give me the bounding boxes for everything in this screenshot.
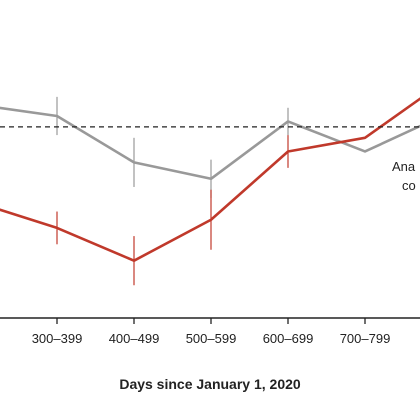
x-axis-title: Days since January 1, 2020 [119,376,301,392]
series-line-1 [0,97,420,262]
annotation-line-1: Ana [392,159,416,174]
series-layer [0,96,420,286]
x-tick-label-4: 600–699 [263,331,314,346]
x-tick-label-2: 400–499 [109,331,160,346]
series-line-0 [0,106,420,181]
annotation-line-2: co [402,178,416,193]
x-tick-label-1: 300–399 [32,331,83,346]
x-tick-label-5: 700–799 [340,331,391,346]
x-tick-label-3: 500–599 [186,331,237,346]
